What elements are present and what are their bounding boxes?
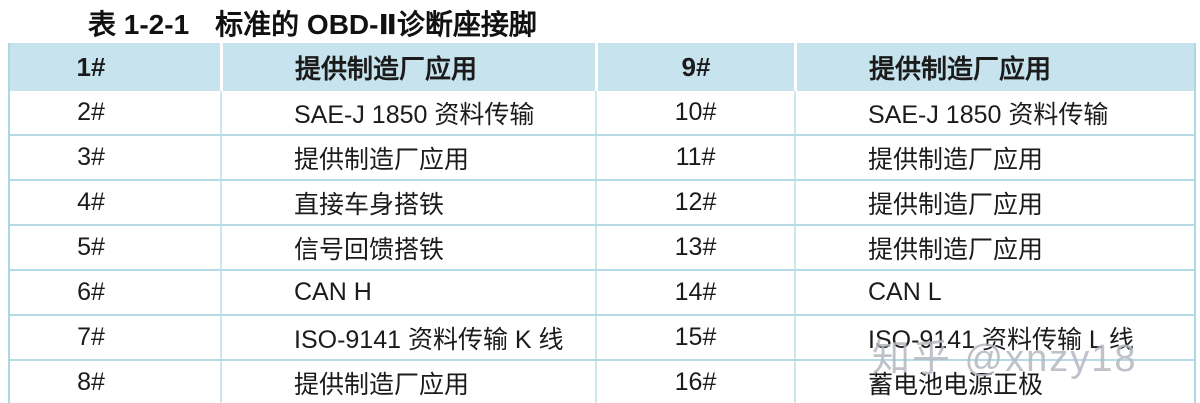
table-row: 6# CAN H 14# CAN L (10, 269, 1194, 314)
pin-cell: 7# (77, 323, 105, 351)
desc-cell: ISO-9141 资料传输 L 线 (794, 316, 1194, 359)
desc-cell: 提供制造厂应用 (794, 181, 1194, 224)
header-pin-right: 9# (595, 43, 794, 91)
table-caption-number: 表 1-2-1 (88, 9, 190, 40)
table-header-row: 1# 提供制造厂应用 9# 提供制造厂应用 (10, 43, 1194, 91)
pin-cell: 12# (595, 181, 794, 224)
pin-cell: 4# (77, 188, 105, 216)
table-row: 4# 直接车身搭铁 12# 提供制造厂应用 (10, 179, 1194, 224)
pin-cell: 2# (77, 98, 105, 126)
pin-cell: 16# (595, 361, 794, 403)
obd-pinout-table: 1# 提供制造厂应用 9# 提供制造厂应用 2# SAE-J 1850 资料传输… (8, 43, 1196, 403)
desc-cell: ISO-9141 资料传输 K 线 (220, 316, 595, 359)
table-row: 2# SAE-J 1850 资料传输 10# SAE-J 1850 资料传输 (10, 91, 1194, 134)
pin-cell: 14# (595, 271, 794, 314)
header-desc-right: 提供制造厂应用 (794, 43, 1194, 91)
desc-cell: 提供制造厂应用 (220, 361, 595, 403)
header-desc-left: 提供制造厂应用 (220, 43, 595, 91)
table-caption-text: 标准的 OBD-Ⅱ诊断座接脚 (215, 9, 537, 40)
desc-cell: 提供制造厂应用 (794, 226, 1194, 269)
table-row: 3# 提供制造厂应用 11# 提供制造厂应用 (10, 134, 1194, 179)
pin-cell: 11# (595, 136, 794, 179)
desc-cell: 提供制造厂应用 (794, 136, 1194, 179)
desc-cell: CAN H (220, 271, 595, 314)
pin-cell: 6# (77, 278, 105, 306)
desc-cell: SAE-J 1850 资料传输 (794, 91, 1194, 134)
table-row: 7# ISO-9141 资料传输 K 线 15# ISO-9141 资料传输 L… (10, 314, 1194, 359)
header-pin-left: 1# (76, 51, 106, 82)
pin-cell: 5# (77, 233, 105, 261)
pin-cell: 8# (77, 368, 105, 396)
table-caption: 表 1-2-1 标准的 OBD-Ⅱ诊断座接脚 (88, 3, 537, 43)
desc-cell: SAE-J 1850 资料传输 (220, 91, 595, 134)
pin-cell: 15# (595, 316, 794, 359)
desc-cell: 提供制造厂应用 (220, 136, 595, 179)
desc-cell: 信号回馈搭铁 (220, 226, 595, 269)
desc-cell: 蓄电池电源正极 (794, 361, 1194, 403)
pin-cell: 10# (595, 91, 794, 134)
desc-cell: CAN L (794, 271, 1194, 314)
pin-cell: 3# (77, 143, 105, 171)
table-row: 5# 信号回馈搭铁 13# 提供制造厂应用 (10, 224, 1194, 269)
pin-cell: 13# (595, 226, 794, 269)
desc-cell: 直接车身搭铁 (220, 181, 595, 224)
table-row: 8# 提供制造厂应用 16# 蓄电池电源正极 (10, 359, 1194, 403)
